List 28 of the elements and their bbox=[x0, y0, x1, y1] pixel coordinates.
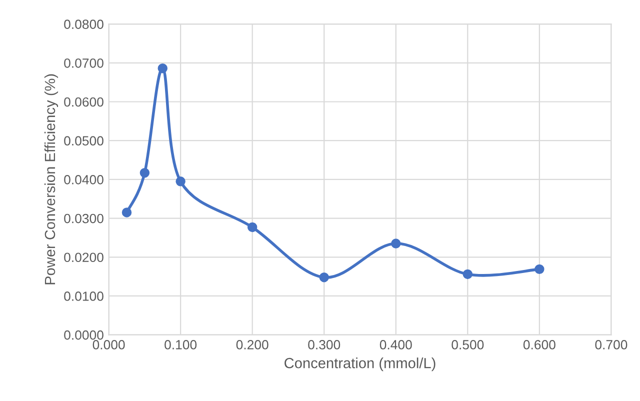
x-tick-label: 0.100 bbox=[164, 340, 197, 350]
x-tick-label: 0.500 bbox=[452, 340, 484, 350]
point bbox=[462, 269, 473, 280]
x-tick-label: 0.300 bbox=[308, 340, 340, 350]
y-tick-label: 0.0200 bbox=[64, 252, 104, 262]
point bbox=[158, 63, 168, 74]
point bbox=[319, 272, 329, 282]
y-axis-title: Power Conversion Efficiency (%) bbox=[44, 74, 58, 284]
x-axis-title: Concentration (mmol/L) bbox=[284, 358, 436, 372]
x-tick-label: 0.200 bbox=[236, 340, 268, 350]
point bbox=[391, 238, 401, 248]
point bbox=[534, 264, 544, 274]
point bbox=[140, 168, 150, 178]
y-tick-label: 0.0600 bbox=[64, 97, 104, 107]
x-tick-label: 0.000 bbox=[92, 340, 125, 350]
x-tick-label: 0.700 bbox=[595, 340, 628, 350]
y-tick-label: 0.0400 bbox=[64, 175, 104, 184]
point bbox=[247, 222, 258, 232]
y-tick-label: 0.0500 bbox=[64, 136, 104, 146]
point bbox=[176, 176, 186, 186]
x-tick-label: 0.600 bbox=[523, 340, 556, 350]
y-tick-label: 0.0800 bbox=[64, 20, 104, 29]
y-tick-label: 0.0000 bbox=[64, 330, 104, 340]
y-tick-label: 0.0300 bbox=[64, 214, 104, 224]
point bbox=[122, 208, 132, 218]
y-tick-label: 0.0700 bbox=[64, 58, 104, 68]
y-tick-label: 0.0100 bbox=[64, 292, 104, 301]
x-tick-label: 0.400 bbox=[380, 340, 412, 350]
